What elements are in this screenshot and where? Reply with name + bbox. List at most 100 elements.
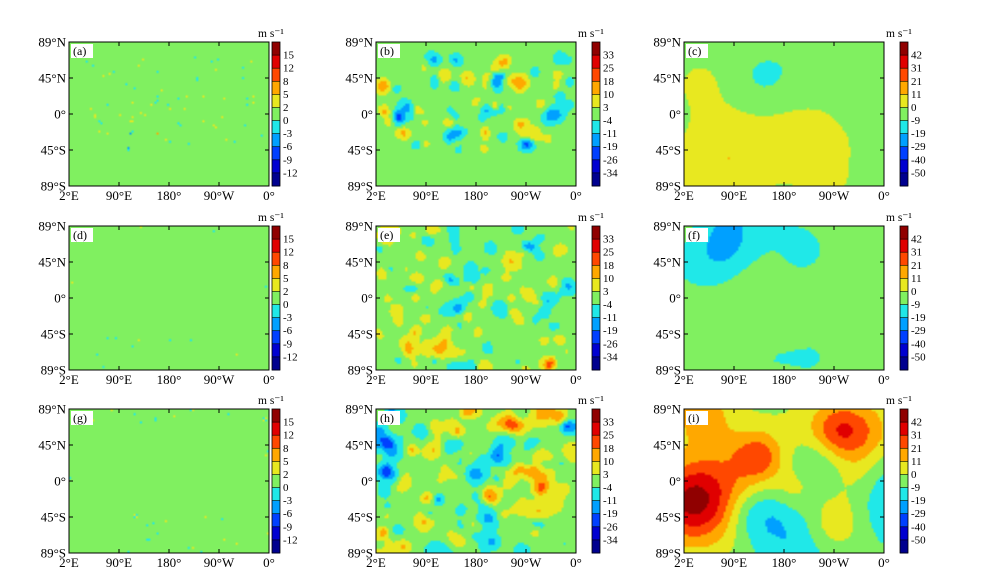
colorbar-tick-label: -9 (283, 521, 293, 533)
x-tick-label: 90°E (413, 188, 439, 203)
colorbar-unit: m s⁻¹ (886, 395, 912, 407)
colorbar-segment (900, 172, 908, 187)
colorbar-segment (900, 226, 908, 240)
colorbar-segment (592, 435, 600, 449)
colorbar-tick-label: 18 (603, 76, 615, 88)
colorbar-tick-label: -19 (911, 128, 926, 140)
x-tick-label: 180° (772, 372, 797, 387)
colorbar-tick-label: 11 (911, 89, 922, 101)
colorbar-segment (592, 304, 600, 319)
y-tick-label: 89°N (345, 35, 373, 50)
colorbar-tick-label: -3 (283, 312, 293, 324)
colorbar-tick-label: -26 (603, 521, 618, 533)
colorbar-segment (592, 159, 600, 174)
x-tick-label: 0° (878, 188, 890, 203)
y-tick-label: 89°S (41, 546, 66, 561)
colorbar-tick-label: -12 (283, 167, 298, 179)
colorbar-segment (900, 487, 908, 502)
y-tick-label: 45°S (348, 510, 373, 525)
colorbar-tick-label: 3 (603, 469, 609, 481)
y-tick-label: 89°S (348, 363, 373, 378)
colorbar-segment (900, 304, 908, 319)
colorbar-tick-label: -3 (283, 495, 293, 507)
colorbar-tick-label: -4 (603, 299, 613, 311)
colorbar-tick-label: -19 (603, 141, 618, 153)
colorbar-segment (272, 343, 280, 358)
colorbar-tick-label: -40 (911, 154, 926, 166)
colorbar-tick-label: 12 (283, 430, 294, 442)
colorbar-tick-label: 25 (603, 247, 615, 259)
heatmap-field (69, 226, 269, 370)
y-tick-label: 0° (669, 474, 681, 489)
colorbar-tick-label: -6 (283, 508, 293, 520)
colorbar-tick-label: 3 (603, 286, 609, 298)
colorbar-segment (900, 42, 908, 56)
y-tick-label: 45°N (345, 438, 373, 453)
x-tick-label: 90°E (413, 372, 439, 387)
y-tick-label: 89°N (653, 219, 681, 234)
colorbar-segment (592, 81, 600, 95)
colorbar-tick-label: -26 (603, 338, 618, 350)
x-tick-label: 180° (464, 555, 489, 570)
panel-label-box (686, 44, 708, 58)
panel-e: (e)89°N45°N0°45°S89°S2°E 90°E 180° 90°W 0°33… (345, 212, 618, 387)
y-tick-label: 45°S (41, 510, 66, 525)
colorbar-tick-label: -19 (911, 312, 926, 324)
colorbar-segment (900, 55, 908, 69)
colorbar-segment (272, 278, 280, 292)
y-tick-label: 45°S (348, 327, 373, 342)
x-tick-label: 2°E (59, 555, 79, 570)
panel-label-box (71, 44, 93, 58)
x-tick-label: 90°W (204, 372, 235, 387)
colorbar-segment (272, 317, 280, 332)
colorbar-tick-label: 0 (911, 102, 917, 114)
x-tick-label: 180° (772, 555, 797, 570)
colorbar-tick-label: 0 (283, 115, 289, 127)
x-tick-label: 0° (263, 372, 275, 387)
colorbar-segment (272, 409, 280, 423)
y-tick-label: 89°S (348, 546, 373, 561)
x-tick-label: 0° (570, 188, 582, 203)
colorbar-segment (900, 120, 908, 135)
heatmap-field (69, 409, 269, 553)
colorbar-tick-label: 12 (283, 63, 294, 75)
colorbar-tick-label: 0 (911, 286, 917, 298)
y-tick-label: 45°S (656, 327, 681, 342)
colorbar-tick-label: 21 (911, 260, 922, 272)
colorbar-segment (272, 304, 280, 319)
colorbar-tick-label: 0 (283, 482, 289, 494)
panel-f: (f)89°N45°N0°45°S89°S2°E 90°E 180° 90°W 0°42… (653, 212, 926, 387)
y-tick-label: 45°N (653, 438, 681, 453)
panel-b: (b)89°N45°N0°45°S89°S2°E 90°E 180° 90°W 0°33… (345, 28, 618, 203)
colorbar-segment (900, 513, 908, 528)
colorbar-unit: m s⁻¹ (258, 212, 284, 224)
colorbar-segment (272, 68, 280, 82)
colorbar-tick-label: -9 (283, 154, 293, 166)
panel-h: (h)89°N45°N0°45°S89°S2°E 90°E 180° 90°W 0°33… (345, 395, 618, 570)
x-tick-label: 2°E (674, 372, 694, 387)
colorbar-segment (592, 539, 600, 554)
panel-label: (f) (688, 228, 700, 242)
colorbar-segment (592, 239, 600, 253)
colorbar-tick-label: 5 (283, 89, 289, 101)
y-tick-label: 0° (54, 291, 66, 306)
colorbar-frame (591, 41, 601, 187)
x-tick-label: 90°E (721, 188, 747, 203)
y-tick-label: 45°N (38, 255, 66, 270)
colorbar-tick-label: 2 (283, 469, 289, 481)
x-tick-label: 90°E (106, 555, 132, 570)
colorbar-tick-label: 25 (603, 63, 615, 75)
colorbar-segment (592, 55, 600, 69)
colorbar-segment (272, 487, 280, 502)
colorbar-segment (900, 317, 908, 332)
y-tick-label: 89°N (653, 402, 681, 417)
colorbar-tick-label: 33 (603, 234, 615, 246)
panel-label: (h) (380, 411, 394, 425)
colorbar-segment (900, 461, 908, 475)
colorbar-segment (592, 42, 600, 56)
colorbar-tick-label: -29 (911, 325, 926, 337)
colorbar-tick-label: -6 (283, 141, 293, 153)
